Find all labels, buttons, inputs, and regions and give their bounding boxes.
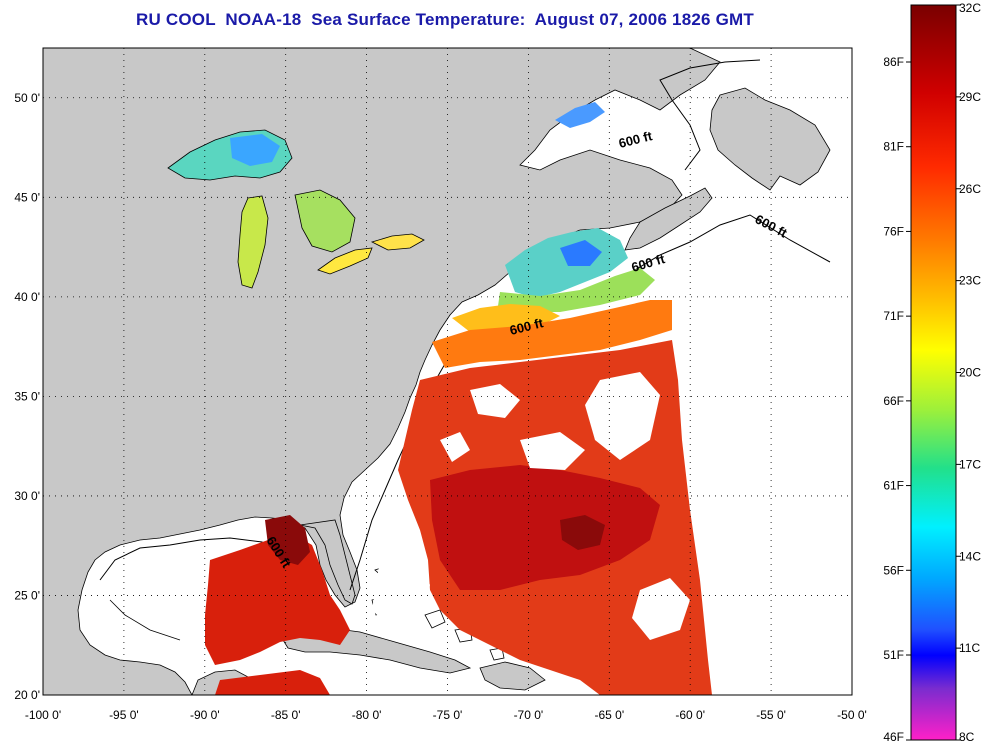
x-tick-label: -90 0' — [190, 708, 220, 722]
colorbar-label-fahrenheit: 66F — [883, 394, 904, 408]
midatlantic-orange-band — [432, 300, 672, 368]
colorbar-label-fahrenheit: 61F — [883, 479, 904, 493]
y-tick-label: 35 0' — [14, 389, 40, 403]
colorbar-label-celsius: 11C — [959, 641, 980, 655]
y-tick-label: 20 0' — [14, 688, 40, 702]
x-tick-label: -50 0' — [837, 708, 867, 722]
cloud-gaps — [372, 372, 690, 640]
y-tick-label: 50 0' — [14, 91, 40, 105]
lake-michigan — [237, 195, 269, 289]
x-tick-label: -55 0' — [756, 708, 786, 722]
colorbar-labels: 32C 29C 26C 23C 20C 17C 14C 11C 8C 86F 81F 76F 71F 66… — [883, 1, 981, 744]
x-tick-label: -80 0' — [352, 708, 382, 722]
gulf-of-maine-core — [560, 240, 602, 266]
colorbar-label-celsius: 32C — [959, 1, 981, 15]
x-tick-label: -95 0' — [109, 708, 139, 722]
gulf-st-lawrence-sst — [555, 102, 605, 128]
map-border — [42, 47, 853, 696]
caribbean-sst — [215, 670, 330, 695]
lake-ontario — [370, 233, 425, 251]
atlantic-dark-core — [560, 515, 605, 550]
colorbar-label-fahrenheit: 76F — [883, 224, 904, 238]
x-tick-label: -70 0' — [514, 708, 544, 722]
x-tick-label: -100 0' — [25, 708, 61, 722]
gulf-dark-core — [265, 515, 310, 565]
colorbar-label-fahrenheit: 86F — [883, 55, 904, 69]
land-north-america — [43, 48, 721, 695]
land-hispaniola — [479, 661, 546, 691]
land-newfoundland — [709, 87, 831, 191]
x-tick-label: -85 0' — [271, 708, 301, 722]
colorbar — [910, 4, 957, 741]
colorbar-label-fahrenheit: 56F — [883, 563, 904, 577]
colorbar-label-celsius: 8C — [959, 730, 975, 744]
atlantic-isobath-north — [659, 59, 761, 171]
colorbar-label-celsius: 23C — [959, 274, 981, 288]
map-title: RU COOL NOAA-18 Sea Surface Temperature:… — [136, 10, 754, 29]
y-tick-label: 30 0' — [14, 489, 40, 503]
lake-erie — [317, 247, 373, 275]
y-tick-label: 25 0' — [14, 588, 40, 602]
shelf-green-band — [498, 268, 655, 312]
colorbar-label-fahrenheit: 51F — [883, 648, 904, 662]
gulf-of-maine-sst — [505, 228, 628, 298]
y-tick-label: 40 0' — [14, 290, 40, 304]
gulf-sst — [205, 535, 350, 665]
y-axis-labels: 50 0' 45 0' 40 0' 35 0' 30 0' 25 0' 20 0' — [14, 91, 40, 702]
colorbar-label-celsius: 29C — [959, 90, 981, 104]
x-axis-labels: -100 0' -95 0' -90 0' -85 0' -80 0' -75 0' -70… — [25, 708, 867, 722]
colorbar-label-fahrenheit: 46F — [883, 730, 904, 744]
colorbar-label-celsius: 14C — [959, 549, 981, 563]
y-tick-label: 45 0' — [14, 190, 40, 204]
colorbar-label-fahrenheit: 71F — [883, 309, 904, 323]
colorbar-label-fahrenheit: 81F — [883, 140, 904, 154]
colorbar-label-celsius: 26C — [959, 182, 981, 196]
lake-huron — [294, 189, 356, 253]
x-tick-label: -75 0' — [433, 708, 463, 722]
land-florida — [299, 519, 356, 605]
gulf-inner-contour — [109, 599, 181, 641]
lake-superior-core — [230, 134, 280, 166]
land-nova-scotia — [624, 187, 713, 251]
colorbar-label-celsius: 17C — [959, 457, 981, 471]
colorbar-label-celsius: 20C — [959, 366, 981, 380]
x-tick-label: -60 0' — [675, 708, 705, 722]
x-tick-label: -65 0' — [594, 708, 624, 722]
